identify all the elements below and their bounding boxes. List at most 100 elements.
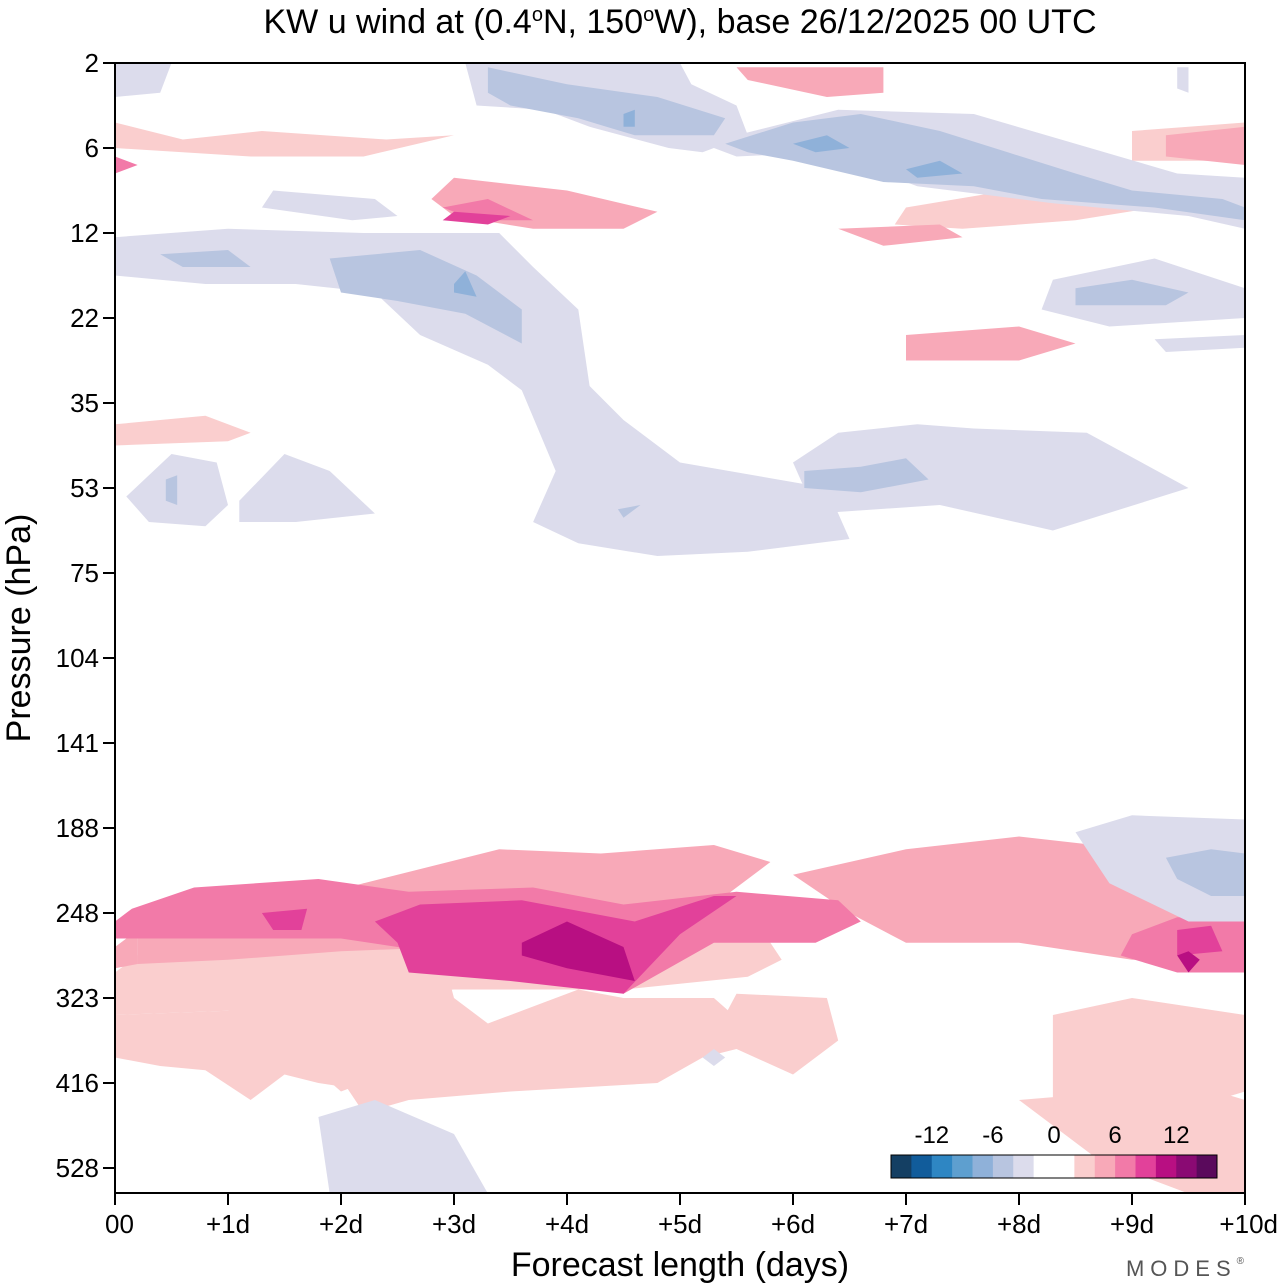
- contour-region-level-neg2: [1154, 335, 1245, 352]
- y-tick-label: 323: [56, 983, 99, 1013]
- contour-region-level-10: [1177, 951, 1200, 973]
- colorbar-swatch: [1054, 1155, 1075, 1178]
- y-tick-label: 35: [70, 388, 99, 418]
- contour-region-level-neg2: [239, 454, 375, 522]
- colorbar-swatch: [1196, 1155, 1218, 1178]
- colorbar-label: -12: [914, 1122, 949, 1149]
- x-tick-label: +8d: [997, 1209, 1041, 1239]
- colorbar: -12 -6 0 6 12: [890, 1122, 1218, 1179]
- y-tick-label: 6: [85, 133, 99, 163]
- contour-region-level-8: [261, 908, 308, 930]
- colorbar-swatch: [891, 1155, 912, 1178]
- y-tick-label: 12: [70, 218, 99, 248]
- contour-region-level-neg6: [906, 160, 963, 178]
- x-tick-label: +2d: [319, 1209, 363, 1239]
- logo-mark: ®: [1237, 1256, 1250, 1267]
- contour-region-level-neg2: [1075, 815, 1245, 922]
- y-tick-label: 528: [56, 1153, 99, 1183]
- colorbar-swatch: [1155, 1155, 1177, 1178]
- contour-region-level-neg2: [793, 424, 1189, 531]
- colorbar-swatch: [931, 1155, 953, 1178]
- y-tick-label: 188: [56, 813, 99, 843]
- contour-region-level-neg2: [318, 1100, 488, 1193]
- colorbar-swatch: [952, 1155, 973, 1178]
- contour-region-level-neg6: [793, 135, 850, 153]
- x-axis: 00 +1d +2d +3d +4d +5d +6d +7d +8d +9d +10d: [105, 1193, 1278, 1239]
- contour-region-level-neg4: [1075, 279, 1189, 306]
- contour-region-level-8: [1177, 925, 1223, 956]
- colorbar-swatch: [1074, 1155, 1096, 1178]
- contour-region-level-neg4: [1165, 849, 1245, 896]
- colorbar-swatch: [1176, 1155, 1198, 1178]
- contour-region-level-neg4: [617, 505, 641, 518]
- colorbar-swatch: [992, 1155, 1014, 1178]
- y-axis: 2 6 12 22 35 53 75 104 141 188 248 323 416 528: [56, 48, 115, 1183]
- x-axis-label: Forecast length (days): [511, 1246, 849, 1284]
- y-axis-label: Pressure (hPa): [0, 514, 38, 743]
- contour-region-level-2: [115, 415, 251, 446]
- colorbar-label: 12: [1163, 1122, 1190, 1149]
- contour-fields: [115, 63, 1245, 1193]
- colorbar-swatch: [1135, 1155, 1157, 1178]
- contour-region-level-6: [115, 156, 138, 174]
- contour-region-level-neg4: [329, 250, 522, 344]
- colorbar-swatch: [972, 1155, 994, 1178]
- contour-region-level-2: [702, 993, 839, 1075]
- y-tick-label: 75: [70, 558, 99, 588]
- y-tick-label: 248: [56, 898, 99, 928]
- x-tick-label: +5d: [658, 1209, 702, 1239]
- y-tick-label: 416: [56, 1068, 99, 1098]
- contour-region-level-neg6: [454, 271, 477, 297]
- y-tick-label: 104: [56, 643, 99, 673]
- contour-region-level-neg4: [487, 67, 726, 136]
- colorbar-swatch: [911, 1155, 933, 1178]
- contour-region-level-neg2: [702, 1049, 726, 1066]
- x-tick-label: +4d: [545, 1209, 589, 1239]
- contour-region-level-neg4: [725, 114, 1245, 221]
- contour-region-level-4: [736, 67, 884, 97]
- contour-region-level-4: [115, 930, 138, 969]
- title-part-a: KW u wind at (0.4: [263, 3, 531, 41]
- colorbar-label: 0: [1047, 1122, 1060, 1149]
- title-degree-2: o: [643, 4, 654, 26]
- contour-region-level-neg2: [261, 190, 398, 221]
- title-degree-1: o: [532, 4, 543, 26]
- contour-region-level-neg4: [165, 475, 178, 505]
- chart-title: KW u wind at (0.4oN, 150oW), base 26/12/…: [263, 3, 1096, 41]
- colorbar-swatch: [1013, 1155, 1035, 1178]
- colorbar-label: -6: [982, 1122, 1003, 1149]
- colorbar-swatch: [1033, 1155, 1055, 1178]
- title-part-b: N, 150: [543, 3, 643, 41]
- x-tick-label: +10d: [1219, 1209, 1278, 1239]
- contour-region-level-4: [906, 326, 1076, 361]
- contour-region-level-4: [1165, 126, 1245, 165]
- contour-region-level-10: [521, 921, 635, 981]
- contour-region-level-neg6: [623, 109, 635, 127]
- contour-region-level-8: [442, 211, 511, 225]
- colorbar-swatch: [1094, 1155, 1116, 1178]
- colorbar-frame: [890, 1154, 1218, 1179]
- colorbar-label: 6: [1108, 1122, 1121, 1149]
- colorbar-swatch: [1115, 1155, 1136, 1178]
- x-tick-label: +1d: [206, 1209, 250, 1239]
- y-tick-label: 2: [85, 48, 99, 78]
- x-tick-label: +6d: [771, 1209, 815, 1239]
- contour-region-level-neg2: [115, 63, 172, 97]
- contour-region-level-neg4: [160, 250, 251, 267]
- x-tick-label: +7d: [884, 1209, 928, 1239]
- contour-region-level-4: [838, 224, 963, 246]
- contour-region-level-neg2: [1177, 67, 1189, 93]
- x-tick-label: 00: [105, 1209, 134, 1239]
- modes-logo: MODES®: [1126, 1256, 1250, 1281]
- contour-region-level-neg2: [115, 228, 850, 557]
- contour-region-level-2: [307, 1049, 375, 1092]
- logo-text: MODES: [1126, 1256, 1237, 1281]
- y-tick-label: 22: [70, 303, 99, 333]
- x-tick-label: +3d: [432, 1209, 476, 1239]
- x-tick-label: +9d: [1110, 1209, 1154, 1239]
- y-tick-label: 53: [70, 473, 99, 503]
- title-part-c: W), base 26/12/2025 00 UTC: [654, 3, 1096, 41]
- contour-region-level-2: [115, 955, 748, 1113]
- y-tick-label: 141: [56, 728, 99, 758]
